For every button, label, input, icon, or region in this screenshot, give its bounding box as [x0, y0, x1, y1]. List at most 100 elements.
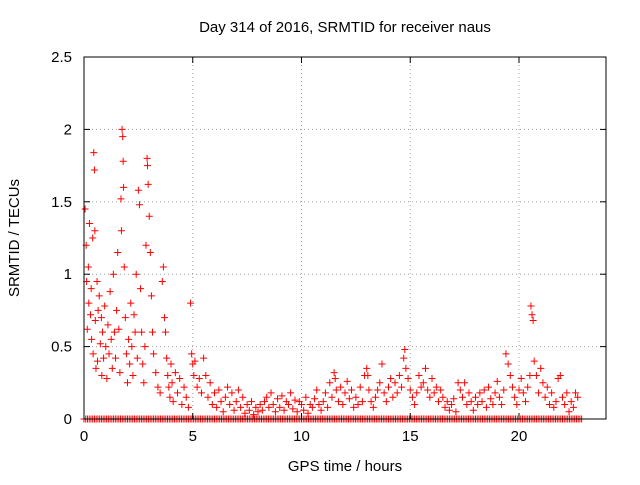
- data-point: [152, 369, 160, 377]
- data-point: [267, 389, 275, 397]
- data-point: [90, 149, 98, 157]
- data-point: [330, 369, 338, 377]
- data-point: [363, 364, 371, 372]
- data-point: [369, 403, 377, 411]
- data-point: [191, 357, 199, 365]
- data-point: [187, 299, 195, 307]
- data-point: [487, 395, 495, 403]
- data-point: [95, 292, 103, 300]
- data-point: [114, 248, 122, 256]
- data-point: [528, 311, 536, 319]
- data-point: [120, 263, 128, 271]
- data-point: [239, 393, 247, 401]
- data-point: [280, 406, 288, 414]
- data-point: [232, 398, 240, 406]
- data-point: [141, 343, 149, 351]
- data-point: [156, 389, 164, 397]
- data-point: [350, 403, 358, 411]
- data-point: [184, 403, 192, 411]
- data-point: [439, 393, 447, 401]
- data-point: [221, 393, 229, 401]
- data-point: [391, 379, 399, 387]
- data-point: [415, 372, 423, 380]
- data-point: [476, 389, 484, 397]
- data-point: [341, 389, 349, 397]
- data-point: [567, 398, 575, 406]
- data-point: [308, 403, 316, 411]
- data-point: [428, 374, 436, 382]
- data-point: [348, 386, 356, 394]
- data-point: [435, 398, 443, 406]
- data-point: [135, 201, 143, 209]
- data-point: [401, 345, 409, 353]
- chart-title: Day 314 of 2016, SRMTID for receiver nau…: [199, 19, 491, 36]
- data-point: [326, 379, 334, 387]
- data-point: [354, 401, 362, 409]
- data-point: [130, 311, 138, 319]
- data-point: [115, 325, 123, 333]
- data-point: [147, 292, 155, 300]
- data-point: [124, 379, 131, 387]
- data-point: [103, 374, 111, 382]
- data-point: [561, 401, 569, 409]
- data-point: [519, 389, 527, 397]
- data-point: [408, 393, 416, 401]
- y-axis-label: SRMTID / TECUs: [6, 179, 23, 297]
- data-point: [276, 403, 284, 411]
- data-point: [93, 277, 101, 285]
- data-point: [548, 389, 556, 397]
- data-point: [143, 154, 151, 162]
- data-point: [247, 398, 255, 406]
- data-point: [113, 306, 121, 314]
- data-point: [284, 401, 292, 409]
- data-point: [202, 372, 210, 380]
- data-point: [374, 386, 382, 394]
- data-point: [211, 389, 218, 397]
- data-point: [452, 408, 460, 416]
- data-point: [92, 364, 100, 372]
- data-point: [169, 398, 177, 406]
- data-point: [515, 386, 523, 394]
- data-point: [328, 393, 336, 401]
- data-point: [345, 395, 353, 403]
- plot-frame: [83, 56, 607, 420]
- data-point: [107, 335, 115, 343]
- y-tick-label: 0: [64, 411, 72, 428]
- data-point: [278, 392, 286, 400]
- data-point: [465, 389, 473, 397]
- data-point: [93, 357, 101, 365]
- data-point: [317, 406, 325, 414]
- data-point: [454, 379, 462, 387]
- data-point: [478, 398, 486, 406]
- data-point: [413, 389, 421, 397]
- data-point: [491, 389, 499, 397]
- data-point: [105, 350, 113, 358]
- data-point: [522, 398, 530, 406]
- data-point: [461, 379, 469, 387]
- data-point: [159, 263, 167, 271]
- data-point: [263, 393, 271, 401]
- y-tick-label: 2: [64, 121, 72, 138]
- data-point: [565, 408, 573, 416]
- data-point: [120, 183, 128, 191]
- data-point: [116, 369, 124, 377]
- data-point: [162, 328, 170, 336]
- data-point: [529, 317, 537, 325]
- data-point: [206, 379, 214, 387]
- data-point: [91, 317, 99, 325]
- data-point: [271, 408, 279, 416]
- y-tick-label: 0.5: [51, 339, 72, 356]
- data-point: [90, 166, 98, 174]
- data-point: [419, 379, 427, 387]
- data-point: [85, 220, 93, 228]
- data-point: [224, 383, 232, 391]
- data-point: [237, 403, 245, 411]
- data-point: [87, 311, 95, 319]
- x-tick-label: 15: [402, 428, 419, 445]
- data-point: [300, 406, 308, 414]
- data-point: [498, 401, 506, 409]
- data-point: [254, 408, 262, 416]
- data-point: [217, 398, 225, 406]
- data-point: [315, 401, 323, 409]
- data-point: [119, 157, 127, 165]
